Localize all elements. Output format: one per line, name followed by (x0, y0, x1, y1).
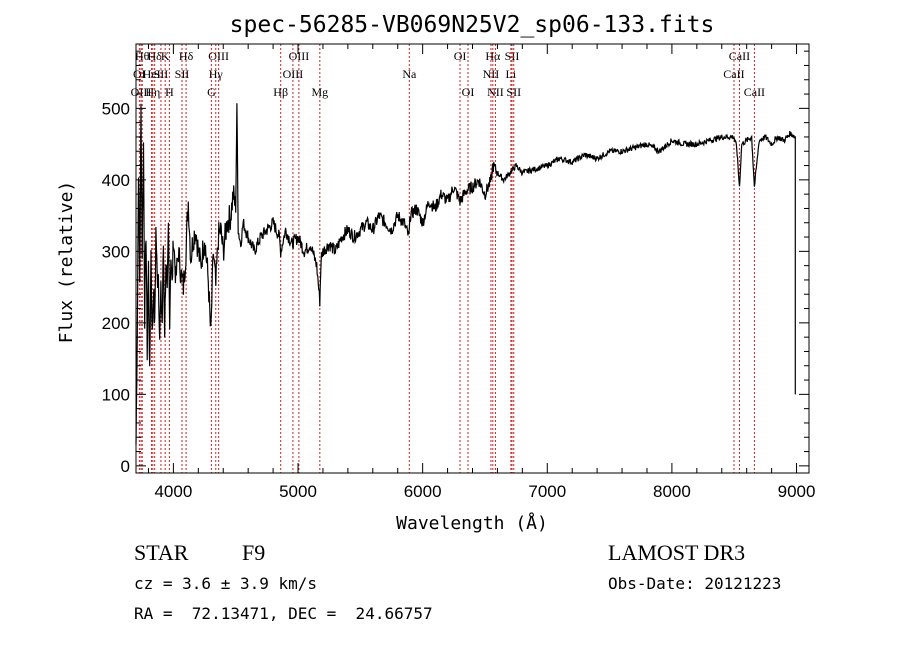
marker-label-4: HeI (143, 67, 161, 81)
x-tick-label: 9000 (778, 482, 816, 501)
marker-label-10: Hδ (179, 49, 194, 63)
marker-label-21: Hα (485, 49, 501, 63)
y-tick-label: 300 (102, 242, 130, 261)
subclass: F9 (242, 540, 266, 565)
marker-label-27: CaII (729, 49, 750, 63)
x-tick-label: 8000 (653, 482, 691, 501)
observation-date: Obs-Date: 20121223 (608, 574, 782, 593)
marker-label-13: G (207, 85, 216, 99)
marker-label-5: Hδ (148, 49, 163, 63)
marker-label-19: OI (454, 49, 467, 63)
marker-label-8: H (165, 85, 174, 99)
x-tick-label: 4000 (154, 482, 192, 501)
axis-ticks: 4000 5000 6000 7000 8000 9000 0 100 200 300 400 500 (102, 44, 816, 501)
chart-title: spec-56285-VB069N25V2_sp06-133.fits (230, 12, 715, 38)
marker-label-23: NII (487, 85, 504, 99)
marker-label-24: SII (505, 49, 520, 63)
x-tick-label: 7000 (528, 482, 566, 501)
marker-label-11: OIII (208, 49, 229, 63)
marker-label-15: OIII (289, 49, 310, 63)
y-axis-label: Flux (relative) (56, 181, 77, 344)
coordinates: RA = 72.13471, DEC = 24.66757 (134, 604, 433, 623)
y-tick-label: 100 (102, 385, 130, 404)
marker-label-6: SII (154, 67, 169, 81)
marker-label-22: NII (483, 67, 500, 81)
marker-label-20: OI (462, 85, 475, 99)
marker-label-18: Na (402, 67, 417, 81)
marker-label-26: SII (506, 85, 521, 99)
marker-label-7: K (161, 49, 170, 63)
redshift-cz: cz = 3.6 ± 3.9 km/s (134, 574, 318, 593)
y-tick-label: 400 (102, 171, 130, 190)
x-axis-label: Wavelength (Å) (396, 512, 548, 534)
marker-label-25: Li (506, 67, 517, 81)
y-tick-label: 200 (102, 314, 130, 333)
spectrum-series-line (135, 103, 796, 445)
marker-label-28: CaII (723, 67, 744, 81)
marker-label-29: CaII (744, 85, 765, 99)
x-tick-label: 5000 (279, 482, 317, 501)
marker-label-17: Mg (311, 85, 328, 99)
marker-label-16: OIII (283, 67, 304, 81)
marker-label-14: Hβ (273, 85, 288, 99)
x-tick-label: 6000 (404, 482, 442, 501)
marker-label-3: Hη (145, 85, 160, 99)
survey-name: LAMOST DR3 (608, 540, 746, 565)
object-class: STAR (134, 540, 189, 565)
y-tick-label: 0 (121, 457, 130, 476)
marker-label-9: SII (175, 67, 190, 81)
marker-label-12: Hγ (209, 67, 224, 81)
marker-label-2: Hθ (135, 49, 150, 63)
y-tick-label: 500 (102, 99, 130, 118)
